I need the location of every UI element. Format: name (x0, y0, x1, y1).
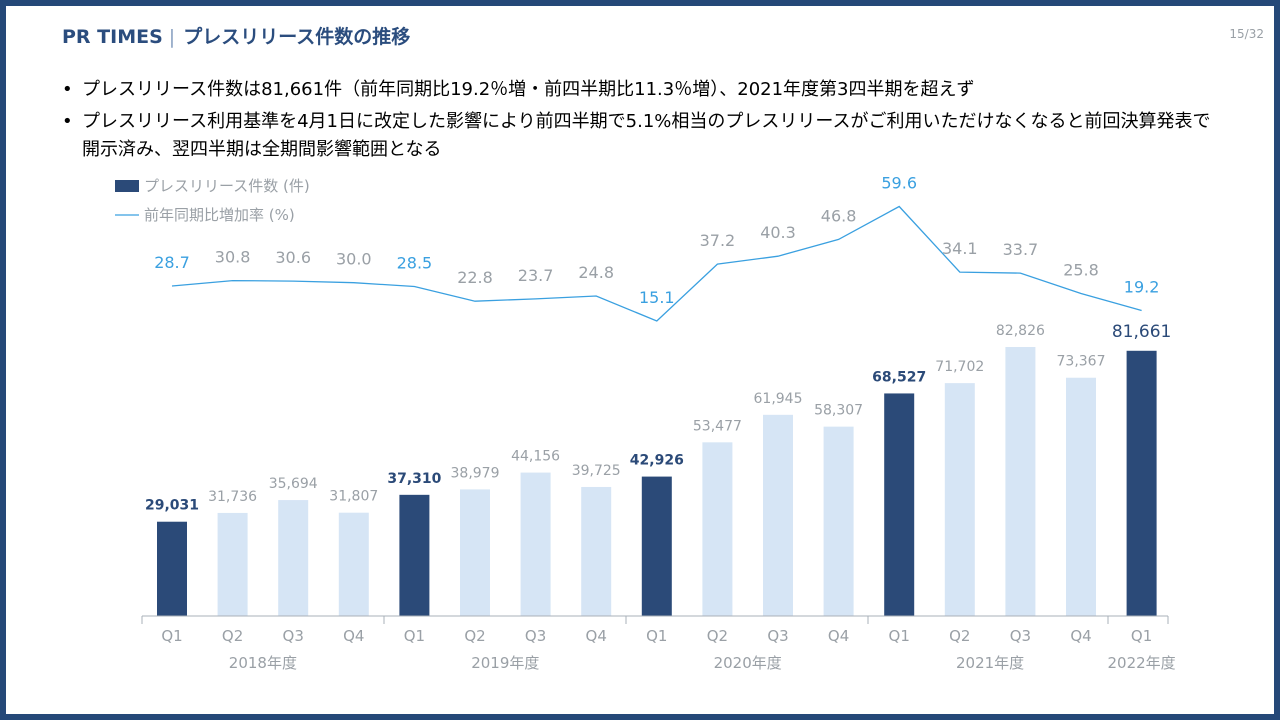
line-value-label: 28.5 (397, 254, 433, 273)
bullet-item: プレスリリース件数は81,661件（前年同期比19.2％増・前四半期比11.3％… (62, 76, 1222, 104)
line-value-label: 23.7 (518, 266, 554, 285)
bar-value-label: 42,926 (630, 453, 684, 469)
bar (581, 486, 612, 616)
bar-value-label: 68,527 (872, 369, 926, 385)
x-tick-label: Q3 (525, 627, 546, 645)
line-value-label: 28.7 (154, 253, 190, 272)
line-value-label: 37.2 (700, 231, 736, 250)
page-number: 15/32 (1229, 27, 1264, 41)
bar (217, 512, 248, 616)
bar (278, 500, 309, 616)
bar (944, 383, 975, 616)
bullet-list: プレスリリース件数は81,661件（前年同期比19.2％増・前四半期比11.3％… (62, 76, 1222, 168)
line-value-label: 40.3 (760, 223, 796, 242)
bar (763, 414, 793, 616)
bar (641, 476, 672, 616)
x-tick-label: Q3 (1010, 627, 1031, 645)
x-group-label: 2018年度 (229, 654, 297, 672)
line-value-label: 30.6 (275, 248, 311, 267)
bar (884, 393, 915, 616)
line-value-label: 24.8 (578, 263, 614, 282)
x-tick-label: Q2 (222, 627, 243, 645)
bar (520, 472, 551, 616)
x-tick-label: Q4 (1070, 627, 1091, 645)
bar-value-label: 31,807 (329, 489, 378, 505)
x-tick-label: Q1 (646, 627, 667, 645)
x-tick-label: Q1 (161, 627, 182, 645)
line-value-label: 25.8 (1063, 260, 1099, 279)
bar-value-label: 39,725 (572, 463, 621, 479)
x-tick-label: Q1 (889, 627, 910, 645)
bar-value-label: 37,310 (387, 471, 441, 487)
line-value-label: 34.1 (942, 239, 978, 258)
bar (823, 426, 854, 616)
x-tick-label: Q4 (828, 627, 849, 645)
bar-value-label: 29,031 (145, 498, 199, 514)
x-tick-label: Q1 (404, 627, 425, 645)
bar (399, 494, 430, 616)
bar-value-label: 82,826 (996, 323, 1045, 339)
x-tick-label: Q4 (586, 627, 607, 645)
bar-value-label: 31,736 (208, 489, 257, 505)
bar-value-label: 53,477 (693, 418, 742, 434)
bar (338, 512, 369, 616)
bar-value-label: 73,367 (1057, 354, 1106, 370)
x-tick-label: Q3 (283, 627, 304, 645)
bar (1066, 377, 1096, 616)
x-group-label: 2019年度 (471, 654, 539, 672)
line-value-label: 15.1 (639, 288, 675, 307)
bar-value-label: 71,702 (935, 359, 984, 375)
x-tick-label: Q2 (707, 627, 728, 645)
bar-value-label: 38,979 (451, 465, 500, 481)
line-value-label: 46.8 (821, 206, 857, 225)
bullet-item: プレスリリース利用基準を4月1日に改定した影響により前四半期で5.1%相当のプレ… (62, 108, 1222, 164)
x-group-label: 2022年度 (1108, 654, 1176, 672)
x-tick-label: Q2 (464, 627, 485, 645)
x-tick-label: Q3 (767, 627, 788, 645)
line-value-label: 22.8 (457, 268, 493, 287)
line-value-label: 59.6 (881, 174, 917, 193)
bar (1005, 347, 1036, 616)
legend-line-label: 前年同期比増加率 (%) (144, 206, 295, 224)
x-group-label: 2021年度 (956, 654, 1024, 672)
line-value-label: 19.2 (1124, 277, 1160, 296)
bar-value-label: 61,945 (754, 391, 803, 407)
x-tick-label: Q2 (949, 627, 970, 645)
legend-bar-swatch (115, 180, 139, 192)
page-title: プレスリリース件数の推移 (183, 26, 411, 48)
line-value-label: 30.8 (215, 248, 251, 267)
line-value-label: 33.7 (1003, 240, 1039, 259)
bar (702, 442, 733, 616)
bar-value-label: 58,307 (814, 403, 863, 419)
slide-title: PR TIMES | プレスリリース件数の推移 (62, 22, 410, 49)
brand-name: PR TIMES (62, 26, 163, 48)
bar-value-label: 81,661 (1112, 322, 1171, 342)
bar-value-label: 35,694 (269, 476, 318, 492)
line-value-label: 30.0 (336, 250, 372, 269)
title-separator: | (168, 26, 176, 48)
x-group-label: 2020年度 (714, 654, 782, 672)
legend-bar-label: プレスリリース件数 (件) (144, 177, 310, 195)
x-tick-label: Q4 (343, 627, 364, 645)
bar-value-label: 44,156 (511, 449, 560, 465)
bar (1126, 350, 1157, 616)
bar (460, 489, 490, 616)
bar (157, 521, 187, 616)
x-tick-label: Q1 (1131, 627, 1152, 645)
